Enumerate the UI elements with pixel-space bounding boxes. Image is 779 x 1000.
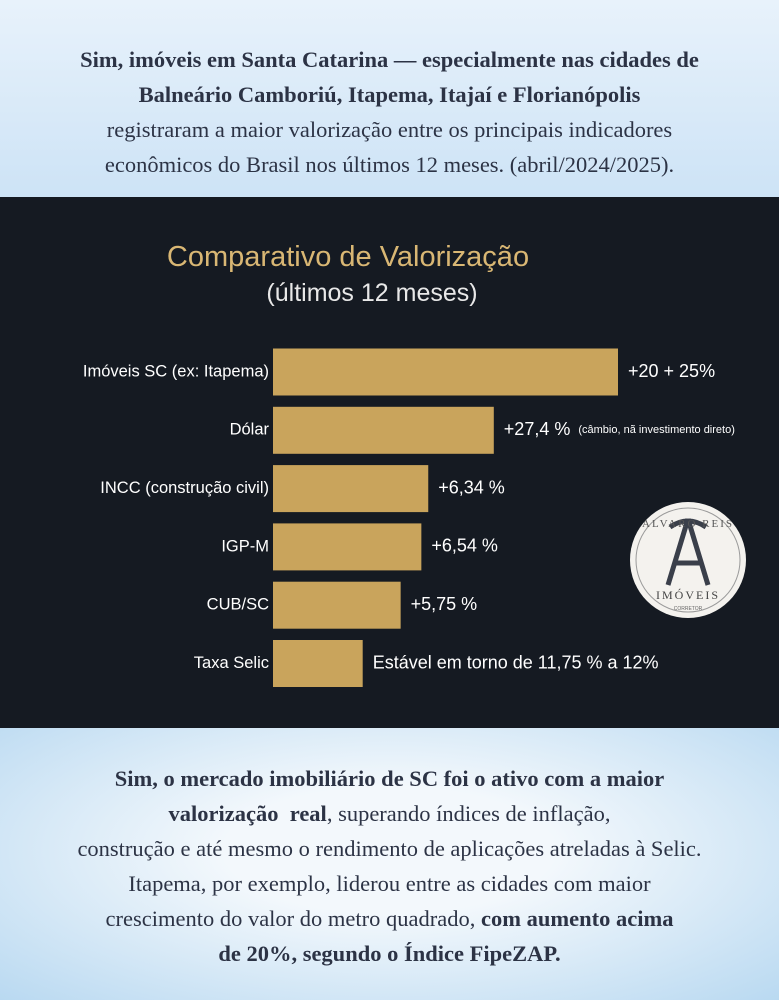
category-label: Dólar [230, 421, 270, 439]
logo-brand: IMÓVEIS [656, 588, 720, 602]
footer: Sim, o mercado imobiliário de SC foi o a… [0, 728, 779, 1000]
chart-background [0, 197, 779, 728]
bar-annotation: +6,54 % [431, 536, 498, 556]
bar-note: (câmbio, nã investimento direto) [578, 424, 735, 436]
bar [273, 406, 494, 454]
logo-name: ALVARO REIS [642, 518, 734, 530]
text-line: crescimento do valor do metro quadrado, … [0, 901, 779, 936]
text-run: Sim, imóveis em Santa Catarina — especia… [80, 47, 699, 72]
category-label: Imóveis SC (ex: Itapema) [83, 362, 269, 380]
bar-annotation: Estável em torno de 11,75 % a 12% [373, 652, 659, 672]
text-line: Itapema, por exemplo, liderou entre as c… [0, 866, 779, 901]
logo-icon [665, 518, 711, 586]
category-label: IGP-M [221, 537, 269, 555]
bar [273, 640, 363, 687]
text-run: , superando índices de inflação, [326, 801, 611, 826]
text-run: crescimento do valor do metro quadrado, [105, 906, 482, 931]
chart-subtitle: (últimos 12 meses) [266, 279, 477, 307]
text-line: construção e até mesmo o rendimento de a… [0, 831, 779, 866]
text-line: econômicos do Brasil nos últimos 12 mese… [0, 147, 779, 182]
text-run: de 20%, segundo o Índice FipeZAP. [218, 941, 561, 966]
text-run: Balneário Camboriú, Itapema, Itajaí e Fl… [138, 82, 641, 107]
text-run: com aumento acima [481, 906, 674, 931]
footer-text: Sim, o mercado imobiliário de SC foi o a… [0, 761, 779, 971]
text-run: econômicos do Brasil nos últimos 12 mese… [104, 152, 675, 177]
category-label: CUB/SC [207, 596, 269, 614]
bar [273, 348, 618, 396]
text-run: valorização real [168, 801, 327, 826]
text-line: registraram a maior valorização entre os… [0, 112, 779, 147]
text-line: de 20%, segundo o Índice FipeZAP. [0, 936, 779, 971]
logo-circle [630, 502, 746, 618]
logo: ALVARO REIS IMÓVEIS CORRETOR [630, 502, 746, 618]
text-run: Sim, o mercado imobiliário de SC foi o a… [114, 766, 665, 791]
bar-annotation: +27,4 % [504, 419, 571, 439]
chart: Comparativo de Valorização (últimos 12 m… [0, 197, 779, 728]
logo-ring [635, 507, 741, 613]
bar [273, 581, 401, 629]
bar-annotation: +6,34 % [438, 477, 505, 497]
header-text: Sim, imóveis em Santa Catarina — especia… [0, 42, 779, 182]
chart-title: Comparativo de Valorização [167, 241, 529, 273]
text-run: Itapema, por exemplo, liderou entre as c… [128, 871, 651, 896]
bar-annotation: +5,75 % [411, 594, 478, 614]
text-line: valorização real, superando índices de i… [0, 796, 779, 831]
text-run: registraram a maior valorização entre os… [106, 117, 673, 142]
header: Sim, imóveis em Santa Catarina — especia… [0, 0, 779, 197]
bar-annotation: +20 + 25% [628, 361, 715, 381]
logo-role: CORRETOR [674, 606, 703, 612]
category-label: INCC (construção civil) [100, 479, 269, 497]
text-run: construção e até mesmo o rendimento de a… [77, 836, 702, 861]
bar [273, 523, 422, 571]
category-label: Taxa Selic [194, 654, 269, 672]
bar [273, 465, 429, 513]
text-line: Sim, imóveis em Santa Catarina — especia… [0, 42, 779, 77]
text-line: Balneário Camboriú, Itapema, Itajaí e Fl… [0, 77, 779, 112]
text-line: Sim, o mercado imobiliário de SC foi o a… [0, 761, 779, 796]
